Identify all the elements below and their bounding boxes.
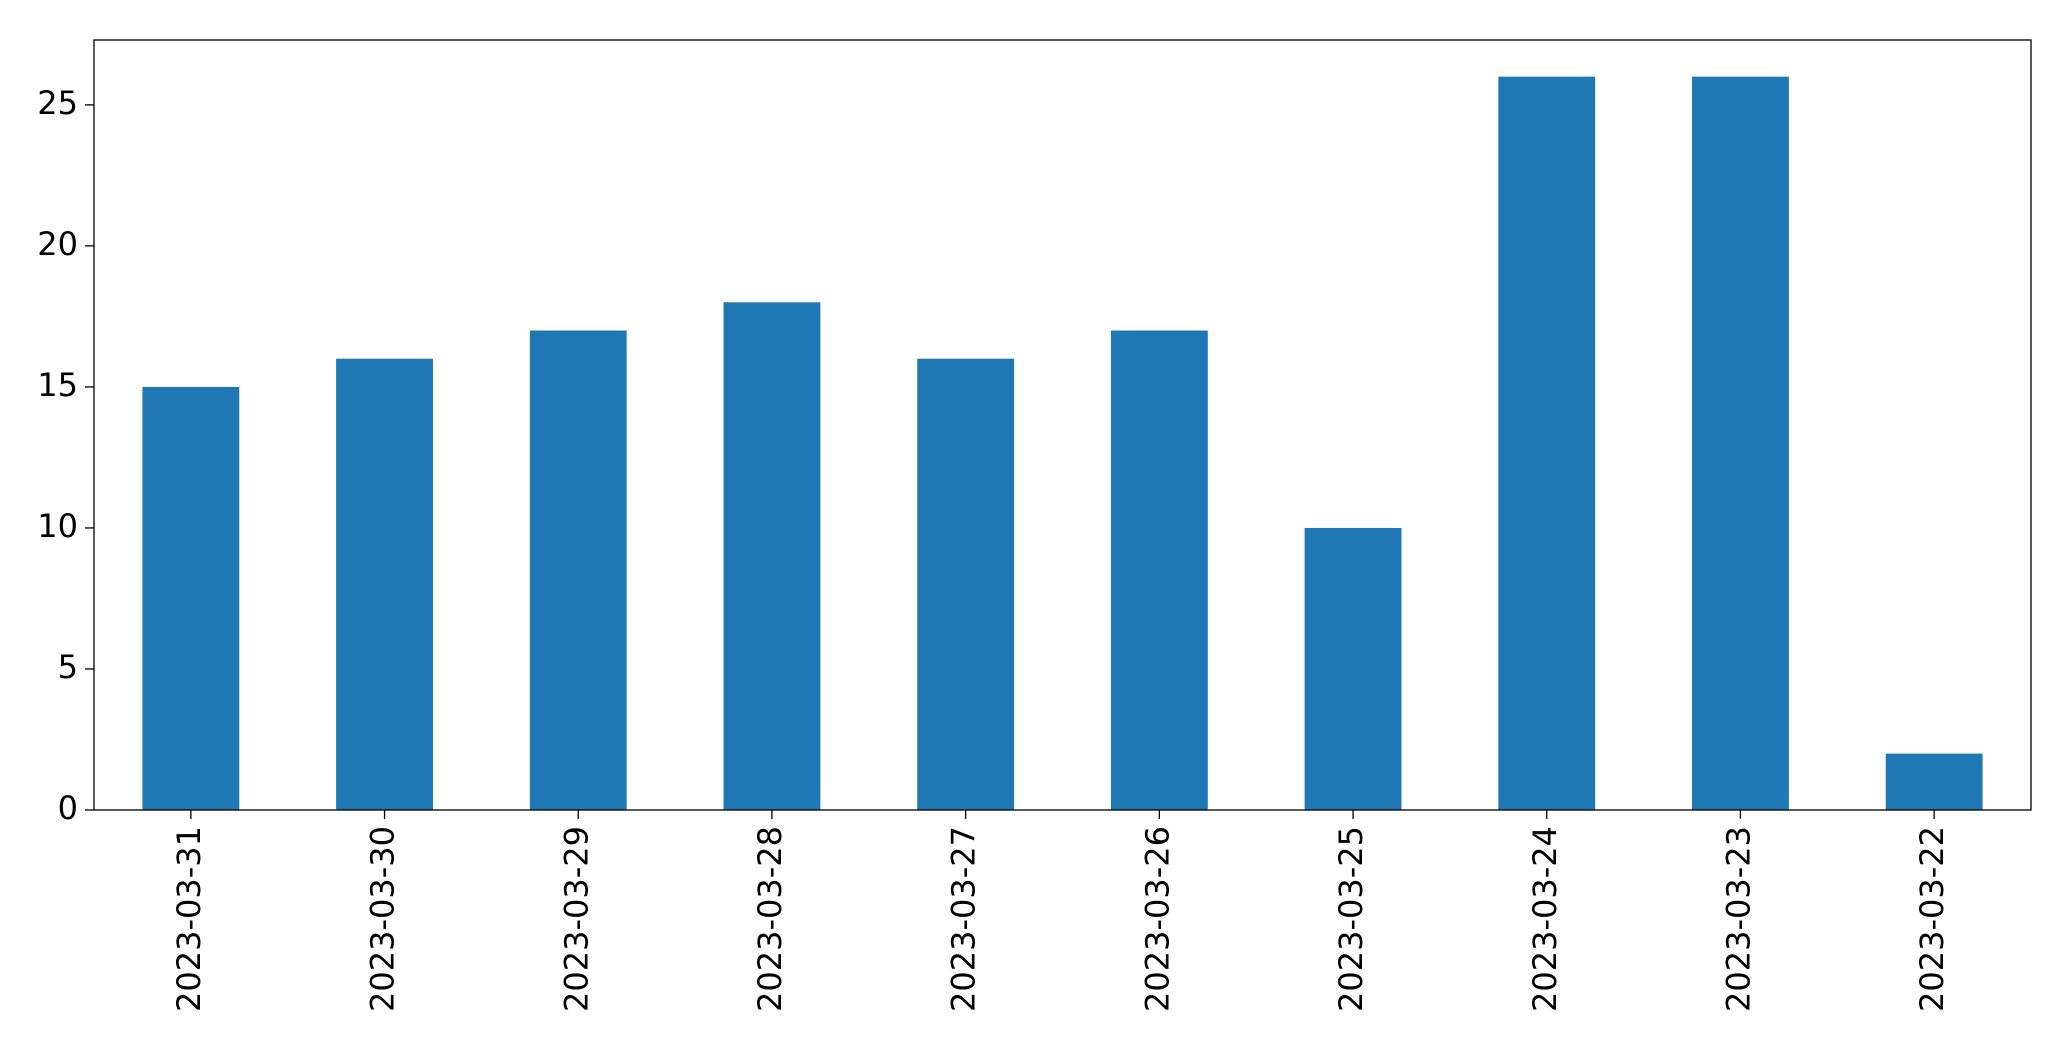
- bar: [723, 302, 821, 810]
- y-tick-label: 10: [37, 507, 78, 545]
- bar: [1692, 76, 1789, 810]
- y-tick-label: 5: [58, 648, 78, 686]
- x-tick-label: 2023-03-28: [751, 826, 789, 1012]
- x-tick-label: 2023-03-22: [1913, 826, 1951, 1012]
- axes-frame: [93, 39, 2032, 811]
- bar: [917, 358, 1015, 810]
- bar: [1110, 330, 1208, 810]
- bar: [142, 386, 240, 810]
- x-tick-label: 2023-03-27: [945, 826, 983, 1012]
- x-tick-label: 2023-03-31: [170, 826, 208, 1012]
- x-tick-label: 2023-03-30: [364, 826, 402, 1012]
- x-tick-label: 2023-03-23: [1719, 826, 1757, 1012]
- y-tick-label: 20: [37, 225, 78, 263]
- bar: [1304, 527, 1402, 810]
- x-tick-label: 2023-03-24: [1526, 826, 1564, 1012]
- bar: [1498, 76, 1596, 810]
- x-tick-label: 2023-03-26: [1138, 826, 1176, 1012]
- bar: [1885, 753, 1983, 810]
- bar: [336, 358, 433, 810]
- y-tick-label: 15: [37, 366, 78, 404]
- x-tick-label: 2023-03-29: [557, 826, 595, 1012]
- x-tick-label: 2023-03-25: [1332, 826, 1370, 1012]
- y-tick-label: 0: [58, 789, 78, 827]
- y-tick-label: 25: [37, 84, 78, 122]
- bar: [529, 330, 627, 810]
